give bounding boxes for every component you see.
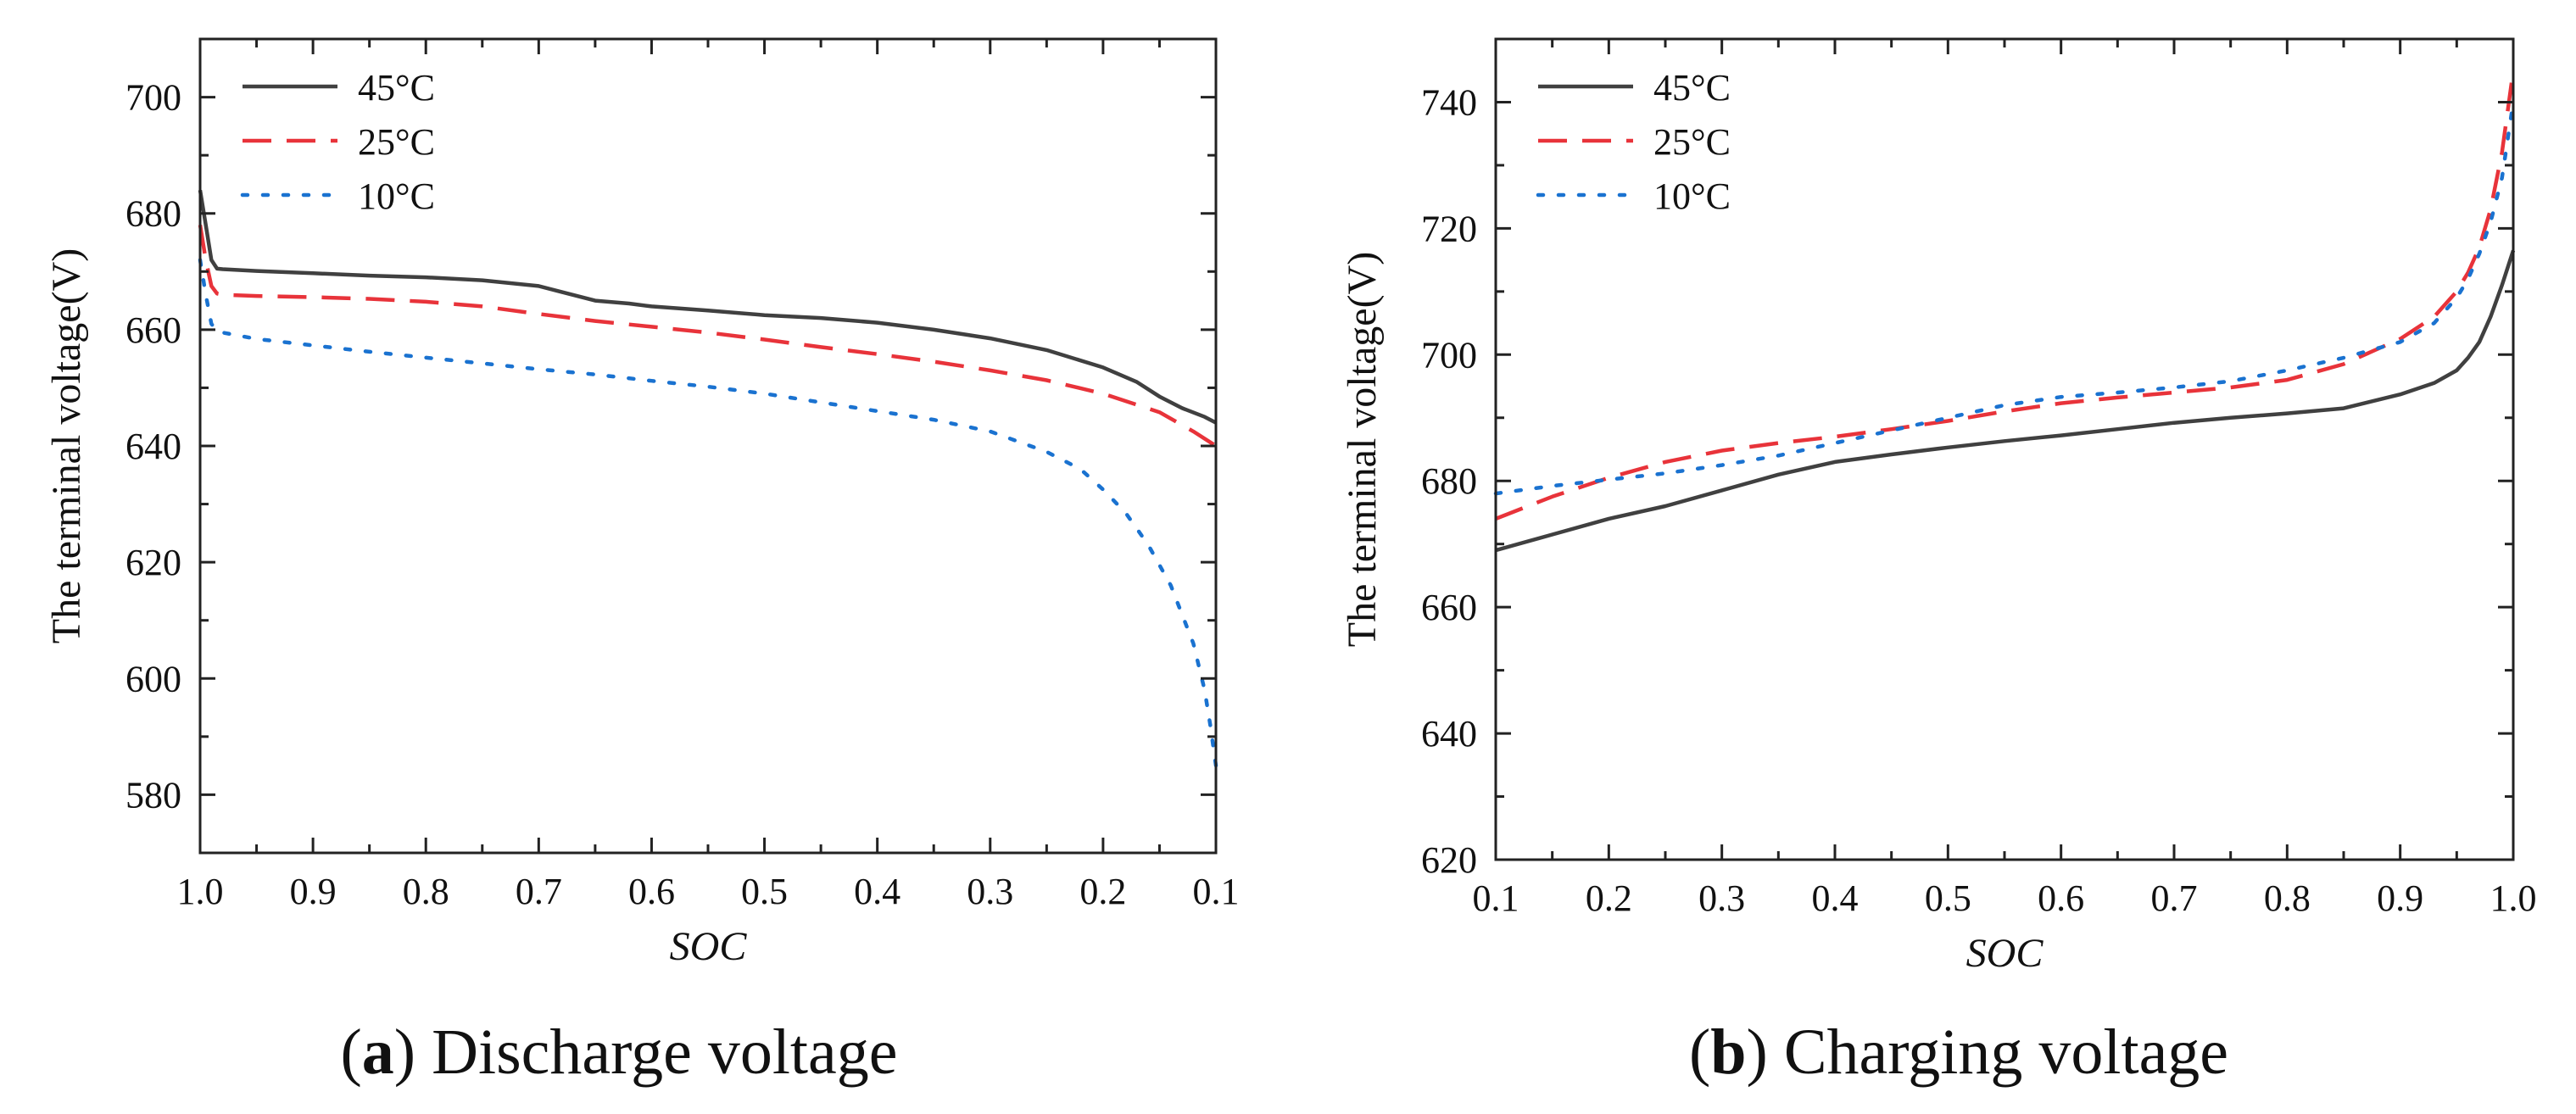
x-tick-label-a-9: 0.1 bbox=[1193, 871, 1240, 912]
x-tick-label-a-8: 0.2 bbox=[1079, 871, 1126, 912]
y-axis-label-a: The terminal voltage(V) bbox=[44, 248, 89, 643]
y-tick-label-b-2: 660 bbox=[1421, 587, 1477, 628]
caption-b-text: Charging voltage bbox=[1783, 1017, 2229, 1088]
x-tick-label-a-1: 0.9 bbox=[290, 871, 337, 912]
y-tick-label-b-4: 700 bbox=[1421, 334, 1477, 376]
caption-b: (b) Charging voltage bbox=[1688, 1017, 2229, 1088]
y-tick-label-b-6: 740 bbox=[1421, 81, 1477, 123]
x-tick-label-b-9: 1.0 bbox=[2490, 877, 2537, 919]
legend-label-b-2: 10°C bbox=[1653, 175, 1731, 217]
y-tick-label-b-1: 640 bbox=[1421, 713, 1477, 755]
x-tick-label-b-3: 0.4 bbox=[1812, 877, 1859, 919]
caption-a: (a) Discharge voltage bbox=[340, 1017, 898, 1088]
y-tick-label-a-5: 680 bbox=[125, 193, 181, 235]
chart-panel-b: 0.1 0.2 0.3 0.4 0.5 0.6 0.7 0.8 0.9 1.0 620 640 660 6… bbox=[1340, 37, 2537, 976]
y-tick-label-a-3: 640 bbox=[125, 426, 181, 467]
x-tick-label-a-7: 0.3 bbox=[967, 871, 1013, 912]
legend-label-b-1: 25°C bbox=[1653, 121, 1731, 163]
series-line-b-1 bbox=[1495, 70, 2516, 521]
x-tick-label-b-5: 0.6 bbox=[2038, 877, 2084, 919]
y-tick-label-b-0: 620 bbox=[1421, 839, 1477, 881]
x-axis-label-a: SOC bbox=[670, 924, 748, 969]
plot-frame-b bbox=[1494, 37, 2515, 861]
series-line-a-0 bbox=[198, 189, 1218, 425]
y-tick-label-a-0: 580 bbox=[125, 774, 181, 816]
legend-a: 45°C 25°C 10°C bbox=[240, 67, 435, 217]
legend-label-b-0: 45°C bbox=[1653, 67, 1731, 109]
caption-b-letter: b bbox=[1710, 1017, 1747, 1088]
x-tick-label-b-6: 0.7 bbox=[2151, 877, 2198, 919]
x-axis-label-b: SOC bbox=[1966, 931, 2044, 976]
x-tick-label-a-2: 0.8 bbox=[403, 871, 449, 912]
chart-panel-a: 1.0 0.9 0.8 0.7 0.6 0.5 0.4 0.3 0.2 0.1 580 600 620 6… bbox=[44, 37, 1240, 969]
legend-label-a-0: 45°C bbox=[358, 67, 435, 109]
x-tick-label-b-7: 0.8 bbox=[2264, 877, 2311, 919]
x-tick-label-a-3: 0.7 bbox=[516, 871, 562, 912]
plot-frame-a bbox=[198, 37, 1218, 855]
x-tick-label-a-4: 0.6 bbox=[628, 871, 675, 912]
x-tick-label-a-6: 0.4 bbox=[854, 871, 900, 912]
x-tick-label-a-5: 0.5 bbox=[741, 871, 788, 912]
y-tick-label-a-6: 700 bbox=[125, 77, 181, 119]
legend-label-a-2: 10°C bbox=[358, 175, 435, 217]
series-line-a-1 bbox=[198, 225, 1218, 448]
x-tick-label-b-0: 0.1 bbox=[1473, 877, 1519, 919]
y-tick-label-a-4: 660 bbox=[125, 309, 181, 351]
caption-a-letter: a bbox=[361, 1017, 394, 1088]
x-tick-label-b-1: 0.2 bbox=[1586, 877, 1632, 919]
y-tick-label-a-2: 620 bbox=[125, 542, 181, 583]
x-tick-label-b-2: 0.3 bbox=[1698, 877, 1745, 919]
y-tick-label-a-1: 600 bbox=[125, 658, 181, 699]
series-line-a-2 bbox=[198, 258, 1218, 768]
x-tick-label-b-4: 0.5 bbox=[1925, 877, 1971, 919]
series-line-b-2 bbox=[1493, 100, 2516, 496]
caption-a-text: Discharge voltage bbox=[432, 1017, 898, 1088]
y-tick-label-b-3: 680 bbox=[1421, 460, 1477, 502]
x-tick-label-a-0: 1.0 bbox=[177, 871, 224, 912]
legend-b: 45°C 25°C 10°C bbox=[1536, 67, 1731, 217]
y-tick-label-b-5: 720 bbox=[1421, 208, 1477, 249]
y-axis-label-b: The terminal voltage(V) bbox=[1340, 252, 1385, 647]
x-tick-label-b-8: 0.9 bbox=[2377, 877, 2423, 919]
legend-label-a-1: 25°C bbox=[358, 121, 435, 163]
series-line-b-0 bbox=[1495, 249, 2516, 553]
